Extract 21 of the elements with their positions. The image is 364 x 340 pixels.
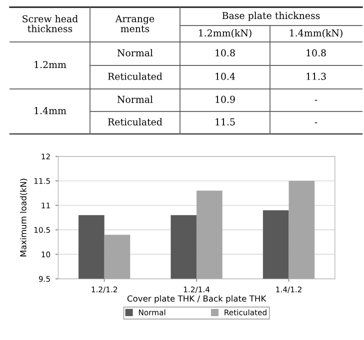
- data-label: 10.8: [306, 49, 326, 56]
- text: Arrange ments: [115, 15, 154, 32]
- category-label: 1.4mm: [34, 107, 66, 114]
- category-label: Reticulated: [108, 72, 162, 80]
- data-label: 10.4: [216, 72, 236, 80]
- category-label: Reticulated: [108, 118, 162, 126]
- category-label: Normal: [117, 96, 153, 103]
- text: 1.4mm(kN): [290, 29, 342, 38]
- text: 1.2mm(kN): [199, 29, 252, 38]
- data-label: 10.9: [216, 96, 235, 103]
- category-label: Normal: [117, 49, 153, 56]
- text: Screw head thickness: [22, 15, 78, 32]
- data-label: 10.8: [216, 49, 235, 56]
- text: Base plate thickness: [222, 12, 320, 21]
- data-label: 11.3: [306, 72, 326, 80]
- data-label: -: [314, 100, 318, 101]
- category-label: 1.2mm: [34, 61, 66, 68]
- data-label: -: [314, 122, 318, 124]
- y-axis-title: Maximum load(kN): [20, 178, 28, 256]
- data-label: 11.5: [216, 118, 235, 126]
- x-axis-title: Cover plate THK / Back plate THK: [127, 295, 266, 304]
